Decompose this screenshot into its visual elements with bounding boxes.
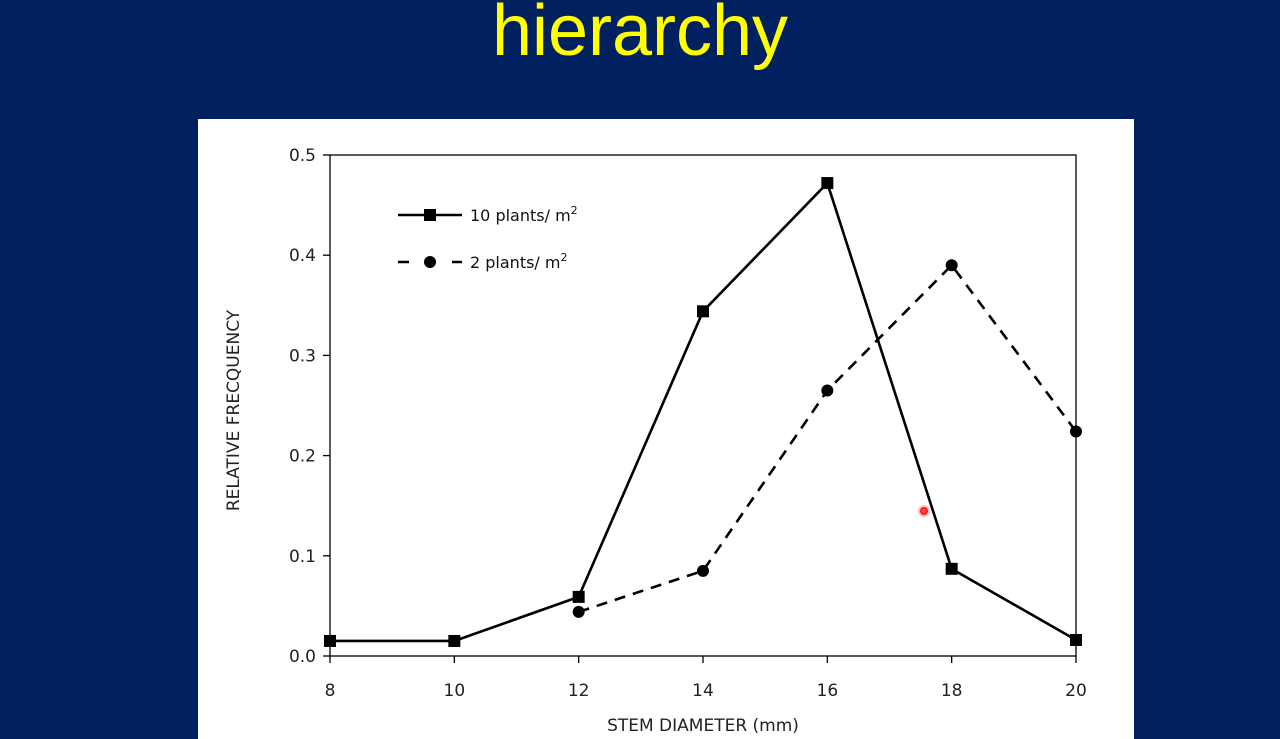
- y-tick-label: 0.5: [289, 146, 316, 166]
- circle-marker: [697, 564, 709, 577]
- chart-axes: 0.0 0.1 0.2 0.3 0.4 0.5 8 10 12 14 16 18 20: [289, 146, 1087, 701]
- circle-marker: [821, 384, 834, 397]
- chart-panel: 0.0 0.1 0.2 0.3 0.4 0.5 8 10 12 14 16 18 20 10 plant…: [198, 119, 1134, 739]
- circle-marker: [572, 605, 585, 618]
- x-tick-label: 16: [817, 681, 839, 701]
- y-tick-label: 0.0: [289, 647, 316, 667]
- plot-frame: [329, 154, 1077, 657]
- laser-pointer-cursor: [918, 505, 930, 517]
- square-marker: [697, 305, 709, 318]
- square-marker: [1070, 633, 1082, 646]
- x-tick-label: 12: [568, 681, 590, 701]
- chart-legend: 10 plants/ m2 2 plants/ m2: [398, 204, 578, 272]
- line-chart: 0.0 0.1 0.2 0.3 0.4 0.5 8 10 12 14 16 18 20 10 plant…: [224, 146, 1087, 736]
- square-marker: [821, 177, 834, 190]
- square-marker: [324, 634, 336, 647]
- legend-square-marker: [424, 209, 436, 221]
- y-tick-label: 0.1: [289, 547, 316, 567]
- legend-label-0: 10 plants/ m2: [470, 204, 578, 225]
- chart-series: [324, 177, 1082, 647]
- y-axis-title: RELATIVE FRECQUENCY: [224, 309, 244, 511]
- slide-title: hierarchy: [491, 0, 789, 71]
- circle-marker: [1070, 425, 1082, 438]
- x-tick-label: 8: [325, 681, 336, 701]
- x-tick-label: 14: [692, 681, 714, 701]
- legend-circle-marker: [424, 256, 436, 268]
- x-tick-label: 18: [941, 681, 963, 701]
- x-axis-title: STEM DIAMETER (mm): [607, 716, 799, 736]
- legend-label-1: 2 plants/ m2: [470, 251, 567, 272]
- square-marker: [572, 590, 585, 603]
- square-marker: [448, 634, 461, 647]
- x-tick-label: 10: [444, 681, 466, 701]
- x-tick-label: 20: [1065, 681, 1087, 701]
- circle-marker: [945, 259, 958, 272]
- y-tick-label: 0.3: [289, 346, 316, 366]
- y-tick-label: 0.4: [289, 246, 316, 266]
- y-tick-label: 0.2: [289, 447, 316, 467]
- series-line-1: [578, 263, 1078, 614]
- square-marker: [945, 562, 958, 575]
